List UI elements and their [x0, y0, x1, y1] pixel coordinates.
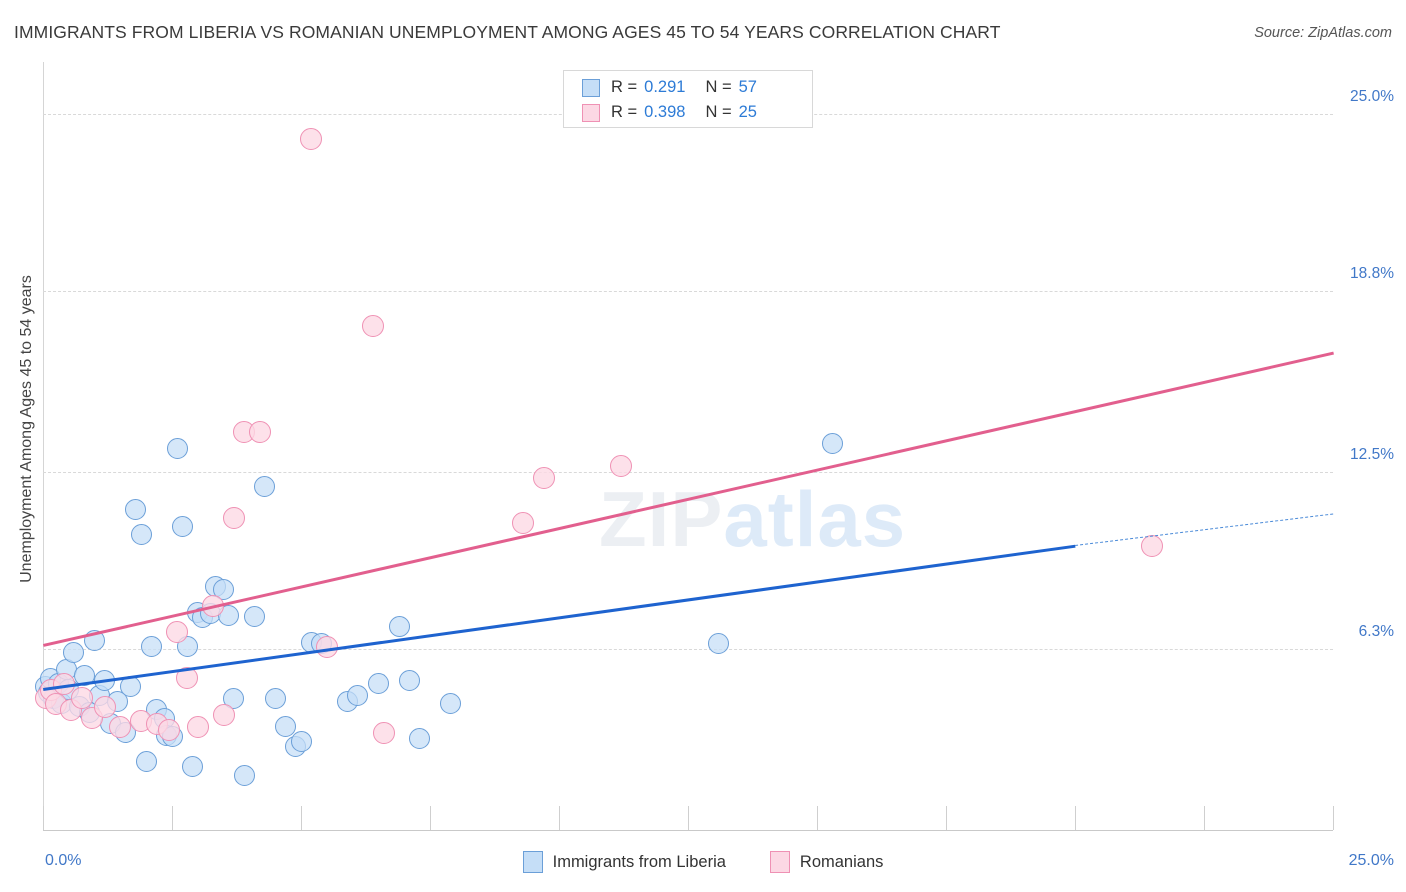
- x-tick: [1333, 806, 1334, 830]
- data-point[interactable]: [821, 432, 843, 454]
- data-point[interactable]: [409, 727, 431, 749]
- data-point[interactable]: [264, 687, 286, 709]
- data-point[interactable]: [158, 718, 181, 741]
- x-tick: [817, 806, 818, 830]
- legend-r-value-blue: 0.291: [644, 78, 686, 96]
- data-point[interactable]: [120, 676, 142, 698]
- x-tick: [1204, 806, 1205, 830]
- data-point[interactable]: [182, 756, 204, 778]
- series-legend-item-liberia[interactable]: Immigrants from Liberia: [522, 851, 726, 873]
- series-legend-label-romanians: Romanians: [799, 852, 884, 871]
- series-legend-item-romanians[interactable]: Romanians: [769, 851, 884, 873]
- y-tick-label: 18.8%: [1350, 265, 1394, 283]
- data-point[interactable]: [233, 765, 255, 787]
- data-point[interactable]: [125, 498, 147, 520]
- trendline-liberia-extrapolated: [1075, 513, 1334, 546]
- data-point[interactable]: [94, 670, 116, 692]
- data-point[interactable]: [609, 455, 632, 478]
- gridline: [43, 471, 1333, 473]
- data-point[interactable]: [70, 687, 93, 710]
- data-point[interactable]: [140, 636, 162, 658]
- y-axis-line: [43, 62, 44, 830]
- data-point[interactable]: [388, 616, 410, 638]
- data-point[interactable]: [135, 750, 157, 772]
- watermark-atlas: atlas: [723, 475, 907, 563]
- data-point[interactable]: [511, 512, 534, 535]
- stats-legend-row-blue: R = 0.291 N = 57: [582, 75, 757, 100]
- data-point[interactable]: [347, 684, 369, 706]
- data-point[interactable]: [290, 730, 312, 752]
- page-title: IMMIGRANTS FROM LIBERIA VS ROMANIAN UNEM…: [14, 22, 1001, 42]
- x-tick: [301, 806, 302, 830]
- y-axis-title: Unemployment Among Ages 45 to 54 years: [18, 275, 35, 583]
- data-point[interactable]: [1141, 535, 1164, 558]
- plot-area: ZIPatlas: [34, 62, 1334, 830]
- gridline: [43, 291, 1333, 293]
- data-point[interactable]: [73, 664, 95, 686]
- data-point[interactable]: [130, 524, 152, 546]
- legend-n-label-blue: N =: [705, 78, 732, 96]
- y-tick-label: 25.0%: [1350, 87, 1394, 105]
- data-point[interactable]: [93, 695, 116, 718]
- stats-legend-row-pink: R = 0.398 N = 25: [582, 100, 757, 125]
- data-point[interactable]: [166, 621, 189, 644]
- data-point[interactable]: [362, 314, 385, 337]
- stats-legend: R = 0.291 N = 57 R = 0.398 N = 25: [563, 70, 813, 128]
- series-legend-swatch-blue: [522, 851, 543, 873]
- data-point[interactable]: [212, 704, 235, 727]
- data-point[interactable]: [202, 595, 225, 618]
- data-point[interactable]: [532, 466, 555, 489]
- legend-n-label-pink: N =: [705, 103, 732, 121]
- trendline-romanians: [43, 351, 1334, 647]
- x-tick: [688, 806, 689, 830]
- source-attribution: Source: ZipAtlas.com: [1254, 25, 1392, 41]
- x-axis-min-label: 0.0%: [45, 852, 82, 869]
- data-point[interactable]: [84, 630, 106, 652]
- data-point[interactable]: [166, 438, 188, 460]
- data-point[interactable]: [176, 667, 199, 690]
- data-point[interactable]: [398, 670, 420, 692]
- data-point[interactable]: [254, 475, 276, 497]
- data-point[interactable]: [52, 672, 75, 695]
- data-point[interactable]: [213, 578, 235, 600]
- data-point[interactable]: [372, 721, 395, 744]
- data-point[interactable]: [367, 673, 389, 695]
- legend-r-label-pink: R =: [611, 103, 638, 121]
- series-legend-label-liberia: Immigrants from Liberia: [552, 852, 726, 871]
- y-tick-label: 12.5%: [1350, 445, 1394, 463]
- data-point[interactable]: [186, 715, 209, 738]
- x-axis-line: [43, 830, 1333, 831]
- x-axis-max-label: 25.0%: [1348, 852, 1394, 869]
- x-tick: [430, 806, 431, 830]
- legend-n-value-blue: 57: [738, 78, 757, 96]
- data-point[interactable]: [171, 515, 193, 537]
- legend-n-value-pink: 25: [738, 103, 757, 121]
- data-point[interactable]: [708, 633, 730, 655]
- data-point[interactable]: [244, 606, 266, 627]
- series-legend-swatch-pink: [769, 851, 790, 873]
- zipatlas-watermark: ZIPatlas: [599, 474, 906, 565]
- data-point[interactable]: [248, 420, 271, 443]
- series-legend: Immigrants from Liberia Romanians: [0, 851, 1406, 873]
- x-tick: [559, 806, 560, 830]
- y-tick-label: 6.3%: [1358, 623, 1394, 641]
- x-tick: [946, 806, 947, 830]
- data-point[interactable]: [223, 687, 245, 709]
- data-point[interactable]: [300, 128, 323, 151]
- legend-swatch-blue: [582, 78, 600, 97]
- data-point[interactable]: [275, 716, 297, 738]
- legend-swatch-pink: [582, 103, 600, 122]
- data-point[interactable]: [315, 635, 338, 658]
- data-point[interactable]: [63, 641, 85, 663]
- gridline: [43, 649, 1333, 651]
- data-point[interactable]: [222, 506, 245, 529]
- x-tick: [172, 806, 173, 830]
- data-point[interactable]: [440, 693, 462, 715]
- legend-r-label-blue: R =: [611, 78, 638, 96]
- x-tick: [43, 806, 44, 830]
- legend-r-value-pink: 0.398: [644, 103, 686, 121]
- x-tick: [1075, 806, 1076, 830]
- watermark-zip: ZIP: [599, 475, 724, 563]
